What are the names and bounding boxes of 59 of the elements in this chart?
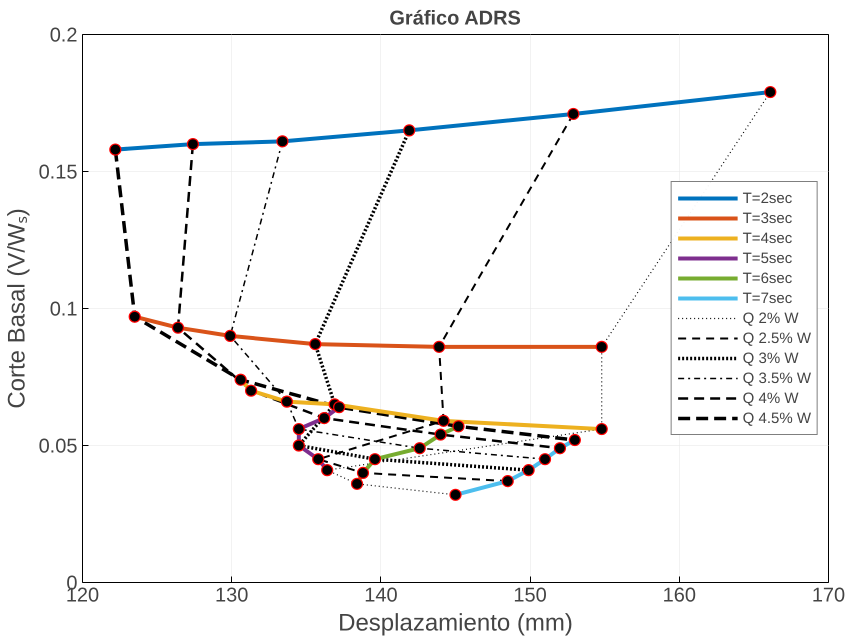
point [414,442,426,454]
point [437,414,450,427]
x-axis-title: Desplazamiento (mm) [338,610,573,636]
point [596,422,608,436]
point [309,338,322,350]
x-tick-label: 170 [812,584,846,606]
y-tick-label: 0.05 [38,436,78,458]
legend-label: Q 3.5% W [742,369,811,387]
point [502,475,514,488]
point [333,401,346,414]
chart-title: Gráfico ADRS [389,8,521,30]
legend-label: T=2sec [742,189,792,207]
y-tick-label: 0.2 [50,24,78,46]
point [186,138,200,150]
legend-label: T=4sec [742,229,792,247]
point [554,442,566,454]
point [350,478,364,490]
legend-label: Q 2% W [742,309,798,327]
point [568,434,581,446]
point [403,124,416,136]
point [522,464,535,476]
point [292,439,305,452]
legend-label: T=5sec [742,249,792,267]
legend-label: Q 4.5% W [742,409,811,427]
point [764,86,776,98]
point [109,143,122,156]
point [292,422,305,436]
legend-label: Q 3% W [742,349,798,367]
point [172,322,184,334]
point [449,488,462,501]
x-tick-label: 160 [662,584,696,606]
point [538,453,552,466]
legend-label: T=6sec [742,269,792,287]
point [356,466,370,479]
x-tick-label: 130 [215,584,248,606]
legend-label: T=7sec [742,289,792,307]
point [276,135,289,148]
y-axis-title: Corte Basal (V/Wₛ) [4,208,31,409]
point [224,330,236,342]
point [128,310,141,323]
legend-label: T=3sec [742,209,792,227]
point [452,420,465,432]
point [434,428,447,441]
point [432,340,446,353]
point [368,453,382,466]
y-tick-label: 0.15 [38,162,78,184]
point [596,340,608,353]
legend-label: Q 2.5% W [742,329,811,347]
point [318,412,330,424]
x-tick-label: 140 [364,584,398,606]
y-tick-label: 0.1 [50,298,78,320]
point [244,384,258,397]
point [567,108,580,120]
point [234,374,247,386]
x-tick-label: 150 [513,584,547,606]
legend-label: Q 4% W [742,389,798,407]
point [312,453,324,466]
point [321,464,334,476]
point [280,396,294,408]
